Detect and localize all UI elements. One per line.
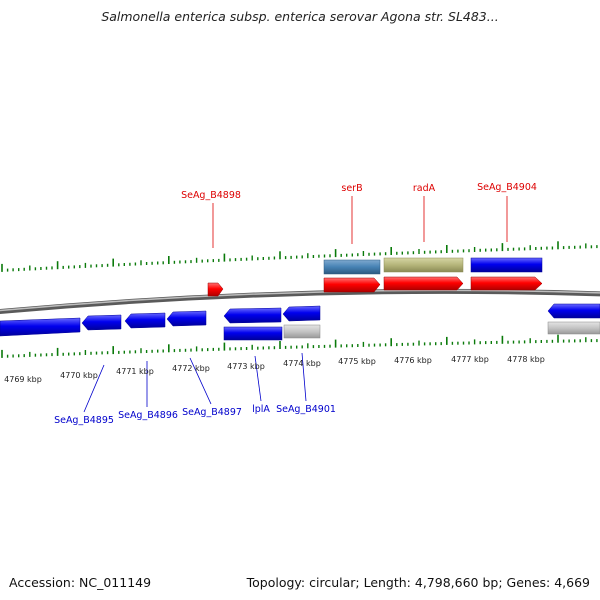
tick-label-4773: 4773 kbp [227, 362, 265, 371]
label-SeAg_B4895[interactable]: SeAg_B4895 [54, 415, 114, 426]
label-serB[interactable]: serB [341, 183, 362, 194]
tick-label-4771: 4771 kbp [116, 367, 154, 376]
leader-lplA [254, 355, 262, 402]
footer-accession: Accession: NC_011149 [9, 575, 152, 590]
label-radA[interactable]: radA [413, 183, 436, 194]
tick-label-4772: 4772 kbp [172, 364, 210, 373]
leader-SeAg_B4901 [301, 352, 307, 402]
feature-SeAg_B4904-cds[interactable] [470, 276, 543, 291]
feature-SeAg_B4904-gene[interactable] [470, 257, 543, 273]
tick-label-4774: 4774 kbp [283, 359, 321, 368]
feature-SeAg_B4901-pseudo[interactable] [283, 324, 321, 339]
label-SeAg_B4904[interactable]: SeAg_B4904 [477, 182, 537, 193]
feature-SeAg_B4895-cds[interactable] [0, 317, 81, 337]
label-SeAg_B4898[interactable]: SeAg_B4898 [181, 190, 241, 201]
feature-right-edge-cds[interactable] [547, 303, 600, 319]
feature-lplA-gene[interactable] [223, 326, 283, 341]
feature-SeAg_B4897-cds[interactable] [124, 312, 166, 329]
feature-SeAg_B4896-cds[interactable] [81, 314, 122, 331]
tick-label-4777: 4777 kbp [451, 355, 489, 364]
feature-SeAg_B4901-cds[interactable] [282, 305, 321, 322]
feature-radA-cds[interactable] [383, 276, 464, 291]
label-SeAg_B4901[interactable]: SeAg_B4901 [276, 404, 336, 415]
label-SeAg_B4896[interactable]: SeAg_B4896 [118, 410, 178, 421]
genome-backbone [0, 288, 600, 315]
feature-lplA-cds[interactable] [223, 307, 282, 324]
label-lplA[interactable]: lplA [252, 404, 270, 415]
leader-SeAg_B4897 [189, 357, 212, 405]
feature-SeAg_B4898-cds[interactable] [207, 282, 224, 297]
leader-SeAg_B4895 [83, 364, 105, 413]
tick-label-4778: 4778 kbp [507, 355, 545, 364]
lower-tick-ring [1, 334, 598, 358]
feature-right-edge-pseudo[interactable] [547, 321, 600, 335]
tick-label-4775: 4775 kbp [338, 357, 376, 366]
tick-label-4776: 4776 kbp [394, 356, 432, 365]
page-title: Salmonella enterica subsp. enterica sero… [101, 9, 499, 24]
feature-serB-gene[interactable] [323, 259, 381, 275]
upper-tick-ring [1, 241, 598, 272]
footer-summary: Topology: circular; Length: 4,798,660 bp… [246, 575, 590, 590]
feature-serB-cds[interactable] [323, 277, 381, 293]
label-SeAg_B4897[interactable]: SeAg_B4897 [182, 407, 242, 418]
genome-backbone-highlight [0, 289, 600, 312]
feature-radA-gene[interactable] [383, 257, 464, 273]
tick-label-4769: 4769 kbp [4, 375, 42, 384]
tick-label-4770: 4770 kbp [60, 371, 98, 380]
feature-SeAg_B4897b-cds[interactable] [166, 310, 207, 327]
